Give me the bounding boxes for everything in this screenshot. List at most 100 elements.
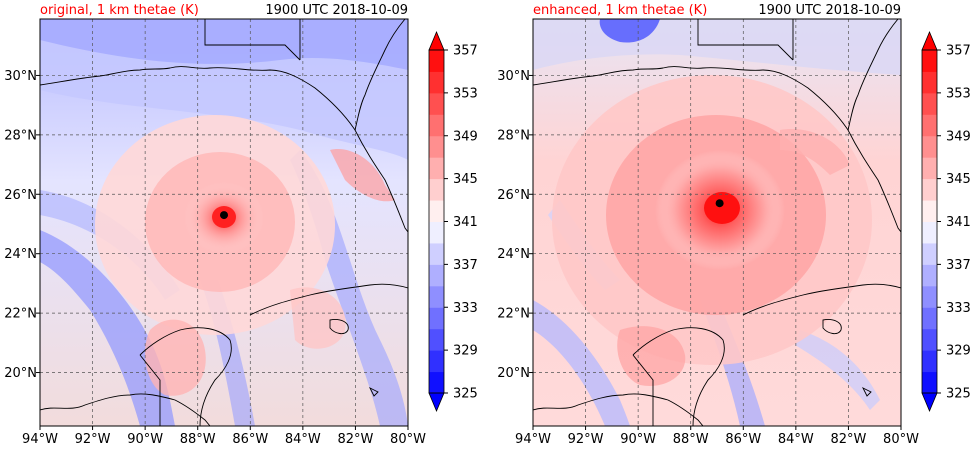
y-tick-label: 24°N: [497, 247, 530, 262]
colorbar-segment: [922, 328, 937, 351]
original-panel-title: original, 1 km thetae (K): [40, 3, 199, 18]
x-tick-label: 80°W: [883, 432, 919, 447]
colorbar-segment: [429, 371, 444, 394]
x-tick-label: 90°W: [127, 432, 163, 447]
enhanced-storm-center-marker: [715, 199, 724, 208]
colorbar-segment: [429, 71, 444, 94]
y-tick-label: 26°N: [497, 188, 530, 203]
colorbar-segment: [922, 264, 937, 287]
colorbar-tick-label: 337: [946, 258, 971, 273]
x-tick-label: 92°W: [75, 432, 111, 447]
colorbar-tick-label: 341: [946, 215, 971, 230]
original-coastlines: [40, 19, 408, 426]
colorbar-segment: [922, 178, 937, 201]
colorbar-tick-label: 349: [453, 129, 478, 144]
original-panel-timestamp: 1900 UTC 2018-10-09: [265, 3, 408, 18]
x-tick-label: 82°W: [830, 432, 866, 447]
colorbar-tick-label: 353: [946, 86, 971, 101]
colorbar-extend-min: [428, 392, 445, 413]
colorbar-segment: [922, 221, 937, 244]
original-storm-center-marker: [220, 211, 228, 220]
colorbar-segment: [922, 350, 937, 373]
colorbar-extend-max: [428, 30, 445, 51]
original-x-ticks: 94°W 92°W 90°W 88°W 86°W 84°W 82°W 80°W: [22, 426, 426, 447]
colorbar-extend-max: [921, 30, 938, 51]
y-tick-label: 20°N: [497, 366, 530, 381]
colorbar-segment: [429, 307, 444, 330]
colorbar-segment: [922, 200, 937, 222]
colorbar-tick-label: 333: [946, 301, 971, 316]
colorbar-tick-label: 337: [453, 258, 478, 273]
colorbar-segment: [922, 135, 937, 158]
colorbar-segment: [922, 50, 937, 72]
enhanced-coastlines: [533, 19, 901, 426]
y-tick-label: 24°N: [4, 247, 37, 262]
y-tick-label: 30°N: [4, 69, 37, 84]
colorbar-segment: [429, 285, 444, 308]
x-tick-label: 84°W: [285, 432, 321, 447]
colorbar-extend-min: [921, 392, 938, 413]
colorbar-tick-label: 345: [946, 172, 971, 187]
colorbar-segment: [922, 114, 937, 137]
colorbar-tick-label: 345: [453, 172, 478, 187]
y-tick-label: 22°N: [4, 307, 37, 322]
colorbar-tick-label: 333: [453, 301, 478, 316]
colorbar-tick-label: 341: [453, 215, 478, 230]
y-tick-label: 30°N: [497, 69, 530, 84]
colorbar-segment: [429, 92, 444, 115]
colorbar-tick-label: 353: [453, 86, 478, 101]
colorbar-segment: [429, 328, 444, 351]
enhanced-y-ticks: 20°N 22°N 24°N 26°N 28°N 30°N: [497, 69, 533, 381]
x-tick-label: 94°W: [22, 432, 58, 447]
x-tick-label: 88°W: [180, 432, 216, 447]
colorbar-tick-label: 329: [946, 344, 971, 359]
colorbar-segment: [922, 371, 937, 394]
colorbar-segment: [922, 71, 937, 94]
original-field: [40, 19, 408, 426]
enhanced-field: [533, 19, 901, 426]
colorbar-segment: [429, 178, 444, 201]
y-tick-label: 22°N: [497, 307, 530, 322]
y-tick-label: 28°N: [4, 128, 37, 143]
colorbar-tick-label: 357: [453, 44, 478, 59]
enhanced-panel-title: enhanced, 1 km thetae (K): [533, 3, 707, 18]
colorbar-segment: [429, 50, 444, 72]
colorbar-tick-label: 349: [946, 129, 971, 144]
enhanced-panel: 94°W 92°W 90°W 88°W 86°W 84°W 82°W 80°W 20°N 22°…: [497, 3, 971, 447]
enhanced-x-ticks: 94°W 92°W 90°W 88°W 86°W 84°W 82°W 80°W: [515, 426, 919, 447]
colorbar-segment: [922, 285, 937, 308]
colorbar-segment: [922, 242, 937, 265]
colorbar-tick-label: 325: [453, 387, 478, 402]
x-tick-label: 84°W: [778, 432, 814, 447]
x-tick-label: 90°W: [620, 432, 656, 447]
x-tick-label: 94°W: [515, 432, 551, 447]
colorbar-segment: [429, 200, 444, 222]
original-axes-frame: [39, 18, 409, 427]
x-tick-label: 82°W: [337, 432, 373, 447]
x-tick-label: 80°W: [390, 432, 426, 447]
enhanced-axes-frame: [532, 18, 902, 427]
original-y-ticks: 20°N 22°N 24°N 26°N 28°N 30°N: [4, 69, 40, 381]
colorbar-segment: [429, 242, 444, 265]
colorbar-segment: [922, 157, 937, 180]
enhanced-panel-timestamp: 1900 UTC 2018-10-09: [758, 3, 901, 18]
x-tick-label: 92°W: [568, 432, 604, 447]
x-tick-label: 86°W: [232, 432, 268, 447]
original-panel: 94°W 92°W 90°W 88°W 86°W 84°W 82°W 80°W 20°N 22°…: [4, 3, 478, 447]
colorbar-segment: [429, 135, 444, 158]
colorbar-tick-label: 329: [453, 344, 478, 359]
colorbar-segment: [922, 92, 937, 115]
enhanced-colorbar: 325 329 333 337 341 345 349 353 357: [921, 30, 971, 413]
y-tick-label: 20°N: [4, 366, 37, 381]
x-tick-label: 86°W: [725, 432, 761, 447]
colorbar-segment: [429, 114, 444, 137]
colorbar-segment: [429, 350, 444, 373]
colorbar-segment: [429, 157, 444, 180]
original-gridlines: [40, 19, 408, 426]
original-colorbar: 325 329 333 337 341 345 349 353 357: [428, 30, 478, 413]
colorbar-segment: [429, 264, 444, 287]
y-tick-label: 28°N: [497, 128, 530, 143]
colorbar-segment: [922, 307, 937, 330]
x-tick-label: 88°W: [673, 432, 709, 447]
